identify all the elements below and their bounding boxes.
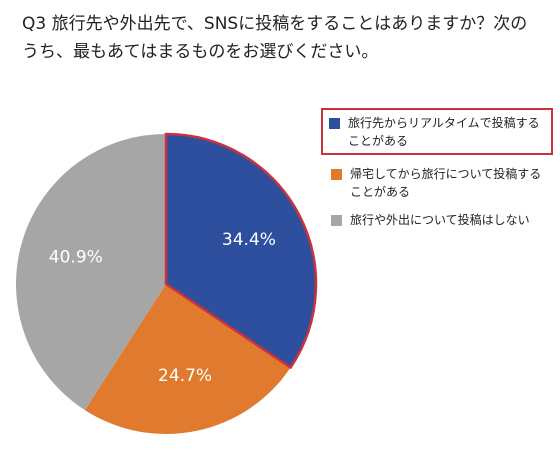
slice-value-label-1: 34.4% <box>222 230 276 250</box>
legend-item-2: 帰宅してから旅行について投稿することがある <box>323 165 553 201</box>
pie-slice-2 <box>84 284 291 434</box>
legend-item-3: 旅行や外出について投稿はしない <box>323 211 553 229</box>
chart-title: Q3 旅行先や外出先で、SNSに投稿をすることはありますか？次のうち、最もあては… <box>22 14 528 62</box>
legend-label: 旅行や外出について投稿はしない <box>350 213 530 227</box>
legend-swatch <box>329 118 340 129</box>
highlight-outline <box>164 132 318 370</box>
legend-label: 帰宅してから旅行について投稿することがある <box>350 167 542 199</box>
legend: 旅行先からリアルタイムで投稿することがある 帰宅してから旅行について投稿することが… <box>321 108 553 229</box>
pie-slice-1 <box>166 134 316 368</box>
pie-slice-3 <box>16 134 167 411</box>
slice-value-label-3: 40.9% <box>49 247 103 267</box>
legend-item-1: 旅行先からリアルタイムで投稿することがある <box>321 108 553 155</box>
slice-value-label-2: 24.7% <box>158 366 212 386</box>
legend-swatch <box>331 169 342 180</box>
legend-swatch <box>331 215 342 226</box>
legend-label: 旅行先からリアルタイムで投稿することがある <box>348 116 540 148</box>
